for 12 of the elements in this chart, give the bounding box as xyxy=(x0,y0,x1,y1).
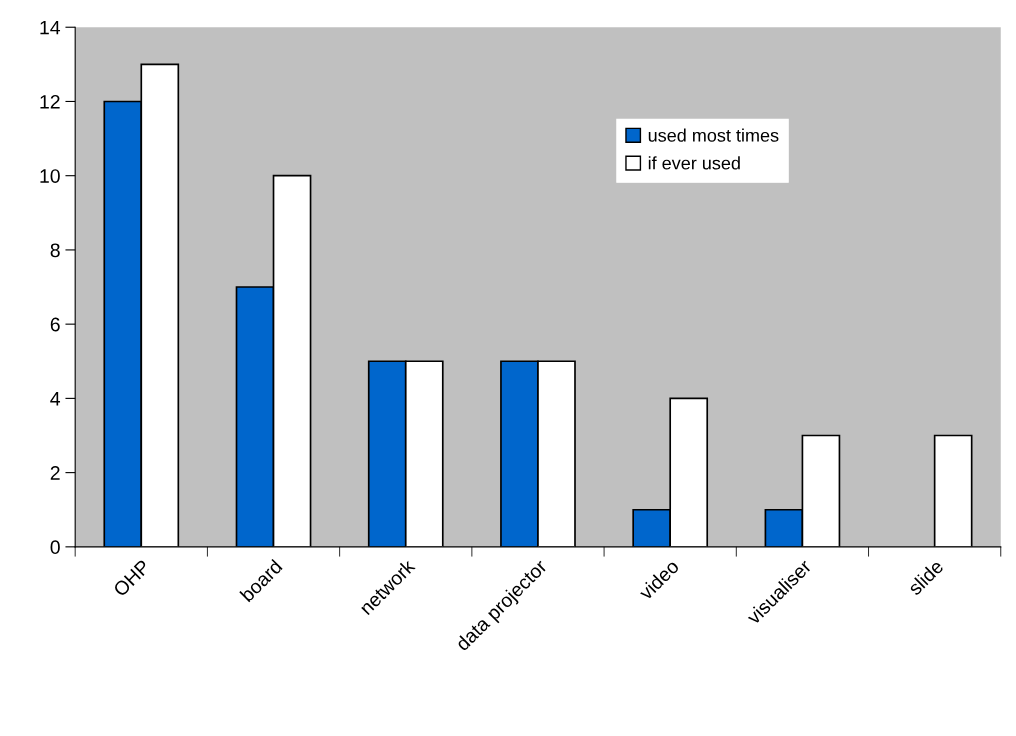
legend-label: used most times xyxy=(648,128,779,142)
y-tick-label: 14 xyxy=(40,20,61,35)
y-tick-label: 10 xyxy=(40,169,60,183)
y-tick-label: 4 xyxy=(50,392,61,406)
y-tick-label: 8 xyxy=(50,243,60,258)
bar xyxy=(933,434,973,547)
y-tick-label: 6 xyxy=(50,317,60,332)
y-tick-label: 0 xyxy=(50,540,60,555)
y-tick-label: 12 xyxy=(40,94,60,109)
x-tick-label: slide xyxy=(906,558,945,596)
legend-label: if ever used xyxy=(648,156,740,170)
y-tick-label: 2 xyxy=(50,466,60,480)
